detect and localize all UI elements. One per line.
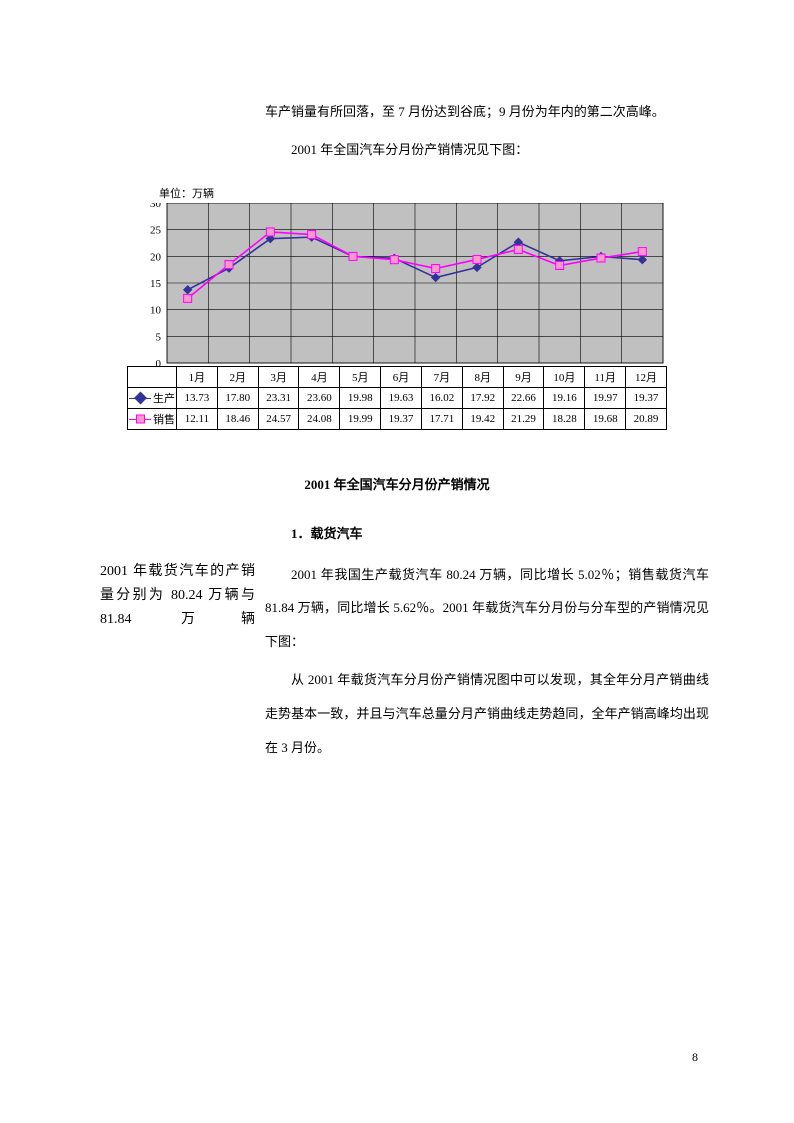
table-header-cell: 6月	[381, 366, 422, 387]
table-cell: 19.42	[462, 408, 503, 429]
line-chart: 0 5 10 15 20 25 30	[127, 203, 667, 367]
table-cell: 19.63	[381, 387, 422, 408]
table-header-cell: 10月	[544, 366, 585, 387]
page-number: 8	[692, 1050, 698, 1065]
table-cell: 18.46	[217, 408, 258, 429]
table-cell: 21.29	[503, 408, 544, 429]
table-cell: 17.92	[462, 387, 503, 408]
chart-block: 单位：万辆 0 5 10 15 20 25 30 1月2月3月4月5月6月7月8月9月10月…	[127, 185, 667, 430]
table-cell: 13.73	[177, 387, 218, 408]
table-header-cell: 9月	[503, 366, 544, 387]
table-header-cell: 3月	[258, 366, 299, 387]
series-name: 生产	[153, 390, 175, 406]
margin-note: 2001 年载货汽车的产销量分别为 80.24 万辆与 81.84 万辆	[100, 560, 255, 631]
series-name: 销售	[153, 411, 175, 427]
table-cell: 22.66	[503, 387, 544, 408]
table-cell: 23.60	[299, 387, 340, 408]
paragraph-2: 从 2001 年载货汽车分月份产销情况图中可以发现，其全年分月产销曲线走势基本一…	[265, 663, 709, 764]
series-legend-cell: 生产	[128, 387, 177, 408]
svg-text:5: 5	[156, 331, 162, 343]
table-header-cell: 4月	[299, 366, 340, 387]
svg-text:15: 15	[150, 278, 162, 290]
series-legend-cell: 销售	[128, 408, 177, 429]
table-cell: 16.02	[421, 387, 462, 408]
table-cell: 20.89	[626, 408, 667, 429]
table-header-cell: 7月	[421, 366, 462, 387]
svg-text:30: 30	[150, 203, 162, 210]
table-cell: 19.98	[340, 387, 381, 408]
chart-data-table: 1月2月3月4月5月6月7月8月9月10月11月12月生产13.7317.802…	[127, 366, 667, 430]
table-header-cell: 8月	[462, 366, 503, 387]
table-cell: 24.08	[299, 408, 340, 429]
chart-unit-label: 单位：万辆	[159, 185, 667, 201]
table-cell: 23.31	[258, 387, 299, 408]
table-cell: 12.11	[177, 408, 218, 429]
paragraph-1: 2001 年我国生产载货汽车 80.24 万辆，同比增长 5.02％；销售载货汽…	[265, 558, 709, 659]
intro-line2: 2001 年全国汽车分月份产销情况见下图：	[265, 133, 709, 167]
svg-text:25: 25	[150, 224, 162, 236]
table-cell: 24.57	[258, 408, 299, 429]
table-cell: 17.80	[217, 387, 258, 408]
table-cell: 19.99	[340, 408, 381, 429]
svg-text:0: 0	[156, 358, 162, 367]
table-cell: 17.71	[421, 408, 462, 429]
table-cell: 19.97	[585, 387, 626, 408]
section-heading: 1．载货汽车	[265, 523, 709, 542]
svg-text:10: 10	[150, 304, 162, 316]
table-cell: 19.16	[544, 387, 585, 408]
intro-text: 车产销量有所回落，至 7 月份达到谷底；9 月份为年内的第二次高峰。 2001 …	[265, 95, 709, 167]
table-header-cell: 12月	[626, 366, 667, 387]
body-paragraphs: 2001 年我国生产载货汽车 80.24 万辆，同比增长 5.02％；销售载货汽…	[265, 558, 709, 765]
table-cell: 19.37	[381, 408, 422, 429]
table-header-cell: 11月	[585, 366, 626, 387]
chart-caption: 2001 年全国汽车分月份产销情况	[85, 474, 709, 493]
table-cell: 18.28	[544, 408, 585, 429]
table-cell: 19.68	[585, 408, 626, 429]
intro-line1: 车产销量有所回落，至 7 月份达到谷底；9 月份为年内的第二次高峰。	[265, 95, 709, 129]
table-header-cell: 1月	[177, 366, 218, 387]
table-header-cell: 2月	[217, 366, 258, 387]
table-cell: 19.37	[626, 387, 667, 408]
table-header-cell: 5月	[340, 366, 381, 387]
svg-text:20: 20	[150, 251, 162, 263]
